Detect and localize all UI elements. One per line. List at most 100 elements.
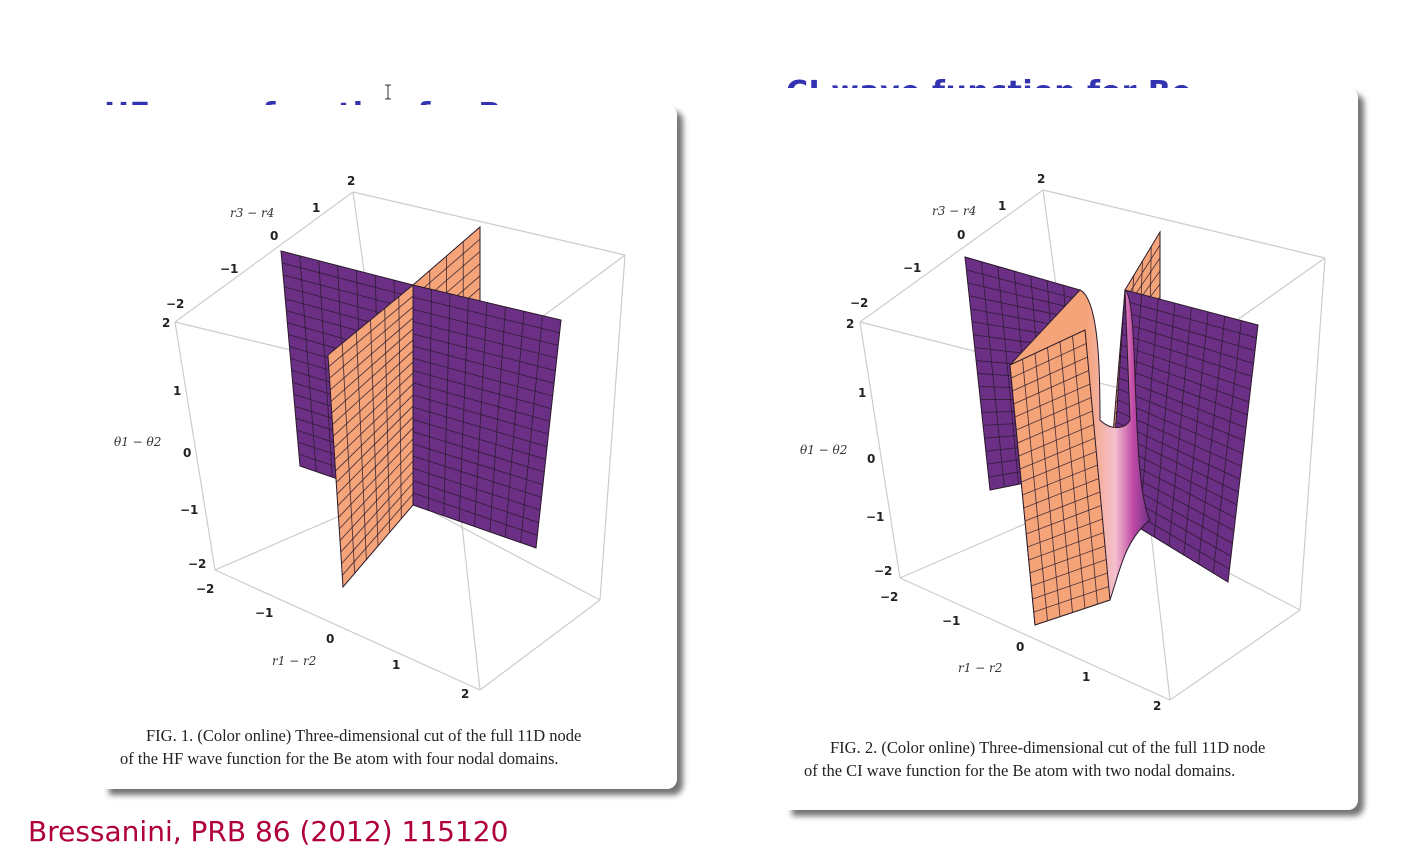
fig1-vertical-tick: 2 [162,316,170,330]
fig2-orange-nodal-surface-gridline [1011,343,1087,379]
fig2-purple-nodal-surface-gridline [1120,355,1250,403]
fig1-purple-nodal-surface-gridline [412,345,555,384]
fig2-orange-nodal-surface-gridline [1016,397,1092,431]
fig2-depth-tick: 0 [957,228,965,242]
fig1-orange-nodal-surface-gridline [339,460,414,541]
fig2-horizontal-axis-label: r1 − r2 [958,661,1002,675]
fig2-purple-nodal-surface-gridline [1122,322,1254,364]
caption-line: FIG. 2. (Color online) Three-dimensional… [830,738,1266,757]
fig1-orange-nodal-surface-gridline [338,449,414,530]
fig2-orange-nodal-surface-gridline [1012,356,1088,392]
fig1-purple-nodal-surface-gridline [412,467,541,511]
fig2-purple-nodal-surface-gridline [1123,311,1256,352]
fig1-purple-nodal-surface-gridline [412,296,560,334]
fig2-horizontal-tick: 0 [1016,640,1024,654]
caption-line: FIG. 1. (Color online) Three-dimensional… [146,726,582,745]
fig2-vertical-tick: 0 [867,452,875,466]
fig1-orange-nodal-surface-gridline [332,350,414,425]
fig2-purple-nodal-surface-gridline [967,282,1082,311]
fig1-purple-nodal-surface-gridline [412,370,552,410]
fig2-vertical-tick: −2 [874,564,892,578]
fig2-orange-nodal-surface-gridline [1014,383,1091,418]
fig1-bounding-box-edge [174,321,216,571]
fig1-vertical-tick: 0 [183,446,191,460]
fig2-orange-nodal-surface-gridline [1031,559,1107,587]
fig2-orange-nodal-surface-gridline [1026,505,1102,535]
fig1-orange-nodal-surface-gridline [335,405,414,483]
fig2-purple-nodal-surface-gridline [1121,344,1251,390]
fig1-horizontal-tick: 2 [461,687,469,701]
fig2-horizontal-tick: 2 [1153,699,1161,713]
fig1-purple-nodal-surface-gridline [412,357,553,397]
fig1-purple-nodal-surface-gridline [412,333,556,372]
fig1-orange-nodal-surface-gridline [341,493,414,576]
fig2-vertical-tick: 1 [858,386,866,400]
fig2-purple-nodal-surface-gridline [1118,388,1245,442]
fig2-purple-nodal-surface-gridline [1121,333,1253,377]
fig1-depth-tick: −2 [166,297,184,311]
fig2-bounding-box-edge [1299,257,1326,611]
fig2-orange-nodal-surface-gridline [1027,518,1103,548]
fig1-bounding-box-edge [599,254,626,601]
fig1-purple-nodal-surface-gridline [412,394,549,435]
fig1-orange-nodal-surface-gridline [329,306,414,379]
text-cursor-icon [385,84,391,100]
fig1-orange-nodal-surface-gridline [332,361,414,437]
fig2-depth-tick: 1 [998,199,1006,213]
fig2-purple-nodal-surface-gridline [1119,366,1248,416]
fig2-orange-nodal-surface-gridline [1021,451,1097,483]
fig1-vertical-axis-label: θ1 − θ2 [114,435,161,449]
fig1-purple-nodal-surface-gridline [412,492,538,536]
fig1-depth-tick: 2 [347,174,355,188]
fig1-orange-nodal-surface-gridline [334,383,414,460]
fig1-purple-nodal-surface-gridline [412,431,545,473]
fig1-depth-tick: 0 [270,229,278,243]
fig2-bounding-box-edge [899,577,1171,701]
figure-1-caption: FIG. 1. (Color online) Three-dimensional… [120,724,581,770]
fig1-depth-axis-label: r3 − r4 [230,206,274,220]
fig1-orange-nodal-surface-gridline [333,372,414,449]
fig2-depth-tick: 2 [1037,172,1045,186]
fig2-horizontal-tick: 1 [1082,670,1090,684]
fig1-purple-nodal-surface-gridline [281,262,414,298]
fig1-orange-nodal-surface-gridline [336,416,414,495]
fig1-horizontal-tick: 0 [326,632,334,646]
fig1-horizontal-tick: −1 [255,606,273,620]
fig1-purple-nodal-surface-gridline [412,382,551,422]
fig1-horizontal-tick: 1 [392,658,400,672]
fig2-orange-nodal-surface-gridline [1028,532,1104,561]
fig2-bounding-box-edge [859,321,901,579]
figure-2-plot [806,165,1326,715]
fig2-vertical-axis-label: θ1 − θ2 [800,443,847,457]
fig2-bounding-box-edge [1042,189,1326,259]
fig2-depth-tick: −2 [850,296,868,310]
fig2-vertical-tick: 2 [846,317,854,331]
figure-2-caption: FIG. 2. (Color online) Three-dimensional… [804,736,1265,782]
fig1-depth-tick: 1 [312,201,320,215]
fig2-orange-nodal-surface-gridline [1023,478,1099,509]
fig2-orange-nodal-surface-gridline [1017,410,1093,444]
fig1-purple-nodal-surface-gridline [412,309,559,346]
fig2-bounding-box-edge [1169,609,1301,701]
fig2-orange-nodal-surface-gridline [1022,464,1098,496]
fig2-purple-nodal-surface-gridline [1116,410,1242,467]
fig1-purple-nodal-surface-gridline [412,455,542,498]
fig1-purple-nodal-surface-gridline [412,480,539,524]
fig2-purple-nodal-surface-gridline [1124,300,1257,339]
fig1-orange-nodal-surface-gridline [330,328,414,402]
fig1-purple-nodal-surface-gridline [412,406,548,448]
fig1-vertical-tick: −1 [180,503,198,517]
fig1-orange-nodal-surface-gridline [340,471,414,553]
fig1-bounding-box-edge [214,569,481,691]
fig2-vertical-tick: −1 [866,510,884,524]
fig1-purple-nodal-surface-gridline [412,321,557,359]
fig1-horizontal-tick: −2 [196,582,214,596]
fig1-bounding-box-edge [352,191,626,256]
fig2-depth-axis-label: r3 − r4 [932,204,976,218]
fig1-bounding-box-edge [479,599,601,691]
fig2-purple-nodal-surface-gridline [1117,399,1244,454]
fig2-purple-nodal-surface-gridline [1118,377,1247,429]
fig1-orange-nodal-surface-gridline [338,438,414,518]
figure-1-plot [122,172,626,705]
